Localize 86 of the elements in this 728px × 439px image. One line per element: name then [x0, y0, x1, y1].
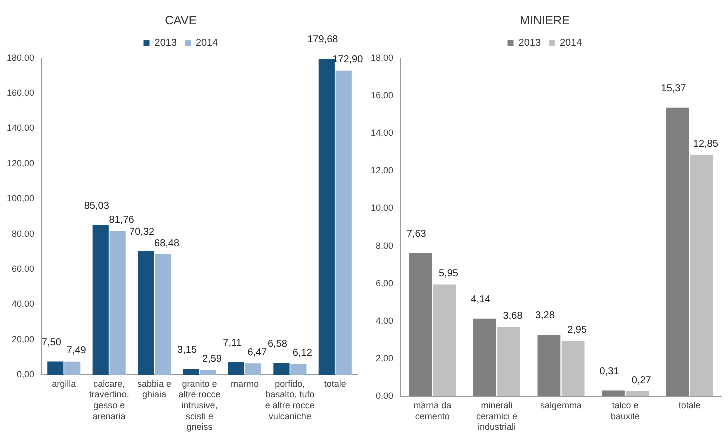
x-tick-label: salgemma: [540, 400, 582, 410]
y-tick-label: 0,00: [16, 369, 35, 380]
bar: [64, 362, 81, 375]
data-label: 3,68: [503, 311, 524, 322]
bar: [154, 254, 172, 375]
bar: [200, 370, 216, 375]
y-tick-label: 2,00: [376, 354, 394, 364]
data-label: 7,49: [66, 346, 87, 357]
data-label: 7,63: [406, 228, 427, 240]
x-tick-label: minerali ceramici e industriali: [476, 400, 518, 432]
data-label: 6,12: [292, 348, 313, 359]
bar: [48, 362, 64, 375]
bar: [183, 369, 200, 375]
data-label: 7,11: [223, 338, 242, 350]
y-tick-label: 60,00: [12, 264, 35, 274]
chart-title: CAVE: [165, 14, 197, 28]
bar: [228, 362, 245, 375]
x-tick-label: sabbia e ghiaia: [138, 378, 172, 400]
data-label: 172,90: [332, 54, 364, 66]
data-label: 81,76: [109, 214, 135, 226]
x-tick-label: marna da cemento: [414, 400, 452, 422]
x-tick-label: talco e bauxite: [611, 400, 640, 422]
legend-label: 2014: [560, 38, 583, 50]
y-tick-label: 140,00: [6, 123, 35, 134]
y-tick-label: 120,00: [6, 158, 35, 168]
legend-label: 2013: [154, 38, 178, 50]
bar: [274, 363, 290, 375]
bar: [110, 231, 126, 375]
bar: [562, 341, 585, 397]
data-label: 2,59: [202, 354, 222, 366]
bar: [626, 392, 650, 397]
bar: [290, 364, 307, 375]
data-label: 6,58: [268, 339, 288, 350]
chart-title: MINIERE: [520, 14, 570, 28]
y-tick-label: 40,00: [12, 299, 35, 310]
bar: [538, 334, 561, 397]
bar: [473, 318, 496, 397]
data-label: 0,27: [632, 375, 652, 386]
data-label: 5,95: [438, 268, 459, 280]
data-label: 0,31: [600, 366, 620, 378]
y-tick-label: 8,00: [376, 240, 394, 251]
y-tick-label: 80,00: [12, 228, 35, 239]
y-tick-label: 20,00: [12, 334, 35, 344]
bar: [690, 155, 714, 397]
data-label: 12,85: [693, 138, 719, 150]
legend-label: 2014: [196, 38, 219, 50]
data-label: 3,28: [535, 310, 556, 322]
data-label: 179,68: [308, 34, 339, 46]
y-tick-label: 18,00: [370, 52, 394, 63]
bar: [336, 70, 352, 375]
y-tick-label: 14,00: [370, 128, 394, 138]
bar: [138, 251, 154, 375]
bar: [498, 327, 520, 397]
y-tick-label: 6,00: [376, 278, 394, 288]
data-label: 4,14: [471, 294, 492, 306]
bar: [245, 364, 262, 375]
x-tick-label: porfido, basalto, tufo e altre rocce vulcaniche: [265, 378, 315, 422]
y-tick-label: 100,00: [6, 194, 35, 204]
legend-label: 2013: [518, 38, 542, 50]
x-tick-label: granito e altre rocce intrusive, scisti e gneiss: [178, 378, 221, 432]
x-tick-label: argilla: [52, 378, 76, 389]
data-label: 7,50: [42, 338, 62, 349]
x-tick-label: marmo: [230, 378, 259, 389]
bar: [92, 225, 109, 375]
data-label: 3,15: [178, 345, 198, 356]
y-tick-label: 4,00: [376, 316, 394, 326]
bar: [409, 253, 432, 397]
y-tick-label: 12,00: [370, 166, 394, 176]
bar: [433, 284, 456, 397]
x-tick-label: calcare, travertino, gesso e arenaria: [89, 378, 130, 422]
data-label: 68,48: [154, 238, 180, 250]
bar: [602, 390, 625, 397]
data-label: 6,47: [248, 347, 268, 358]
y-tick-label: 180,00: [6, 52, 35, 63]
data-label: 85,03: [84, 201, 110, 212]
y-tick-label: 10,00: [370, 203, 394, 214]
y-tick-label: 160,00: [6, 88, 35, 98]
data-label: 2,95: [568, 324, 588, 336]
data-label: 15,37: [661, 84, 687, 95]
x-tick-label: totale: [324, 378, 346, 389]
data-label: 70,32: [130, 227, 156, 238]
y-tick-label: 0,00: [376, 391, 394, 402]
bar: [318, 58, 335, 375]
bar: [666, 108, 690, 397]
x-tick-label: totale: [678, 400, 701, 410]
y-tick-label: 16,00: [370, 90, 394, 100]
